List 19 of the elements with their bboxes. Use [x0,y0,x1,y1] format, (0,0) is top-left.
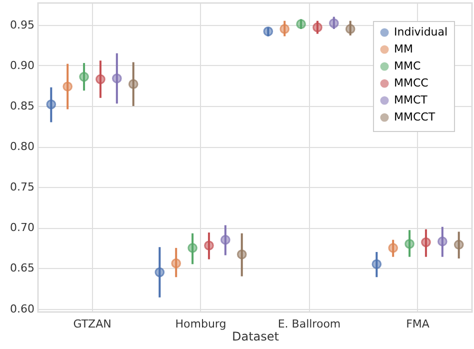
y-tick-label: 0.70 [10,221,34,234]
y-tick-label: 0.80 [10,140,34,154]
x-tick-label: Homburg [175,318,226,330]
legend-label: MMCT [394,94,428,106]
legend-label: MMC [394,60,421,72]
x-tick-label: E. Ballroom [278,318,341,330]
y-tick-label: 0.65 [10,262,34,275]
y-tick-label: 0.90 [10,58,34,72]
legend-label: MMCCT [394,110,436,124]
y-tick-label: 0.85 [10,100,34,112]
x-axis-title: Dataset [232,330,280,344]
legend-label: Individual [394,26,448,38]
legend-label: MMCC [394,76,429,90]
legend-label: MM [394,42,413,56]
y-tick-label: 0.60 [10,302,34,316]
y-tick-label: 0.75 [10,180,34,194]
y-tick-label: 0.95 [10,18,34,32]
x-tick-label: FMA [406,318,430,330]
x-tick-label: GTZAN [73,318,112,330]
